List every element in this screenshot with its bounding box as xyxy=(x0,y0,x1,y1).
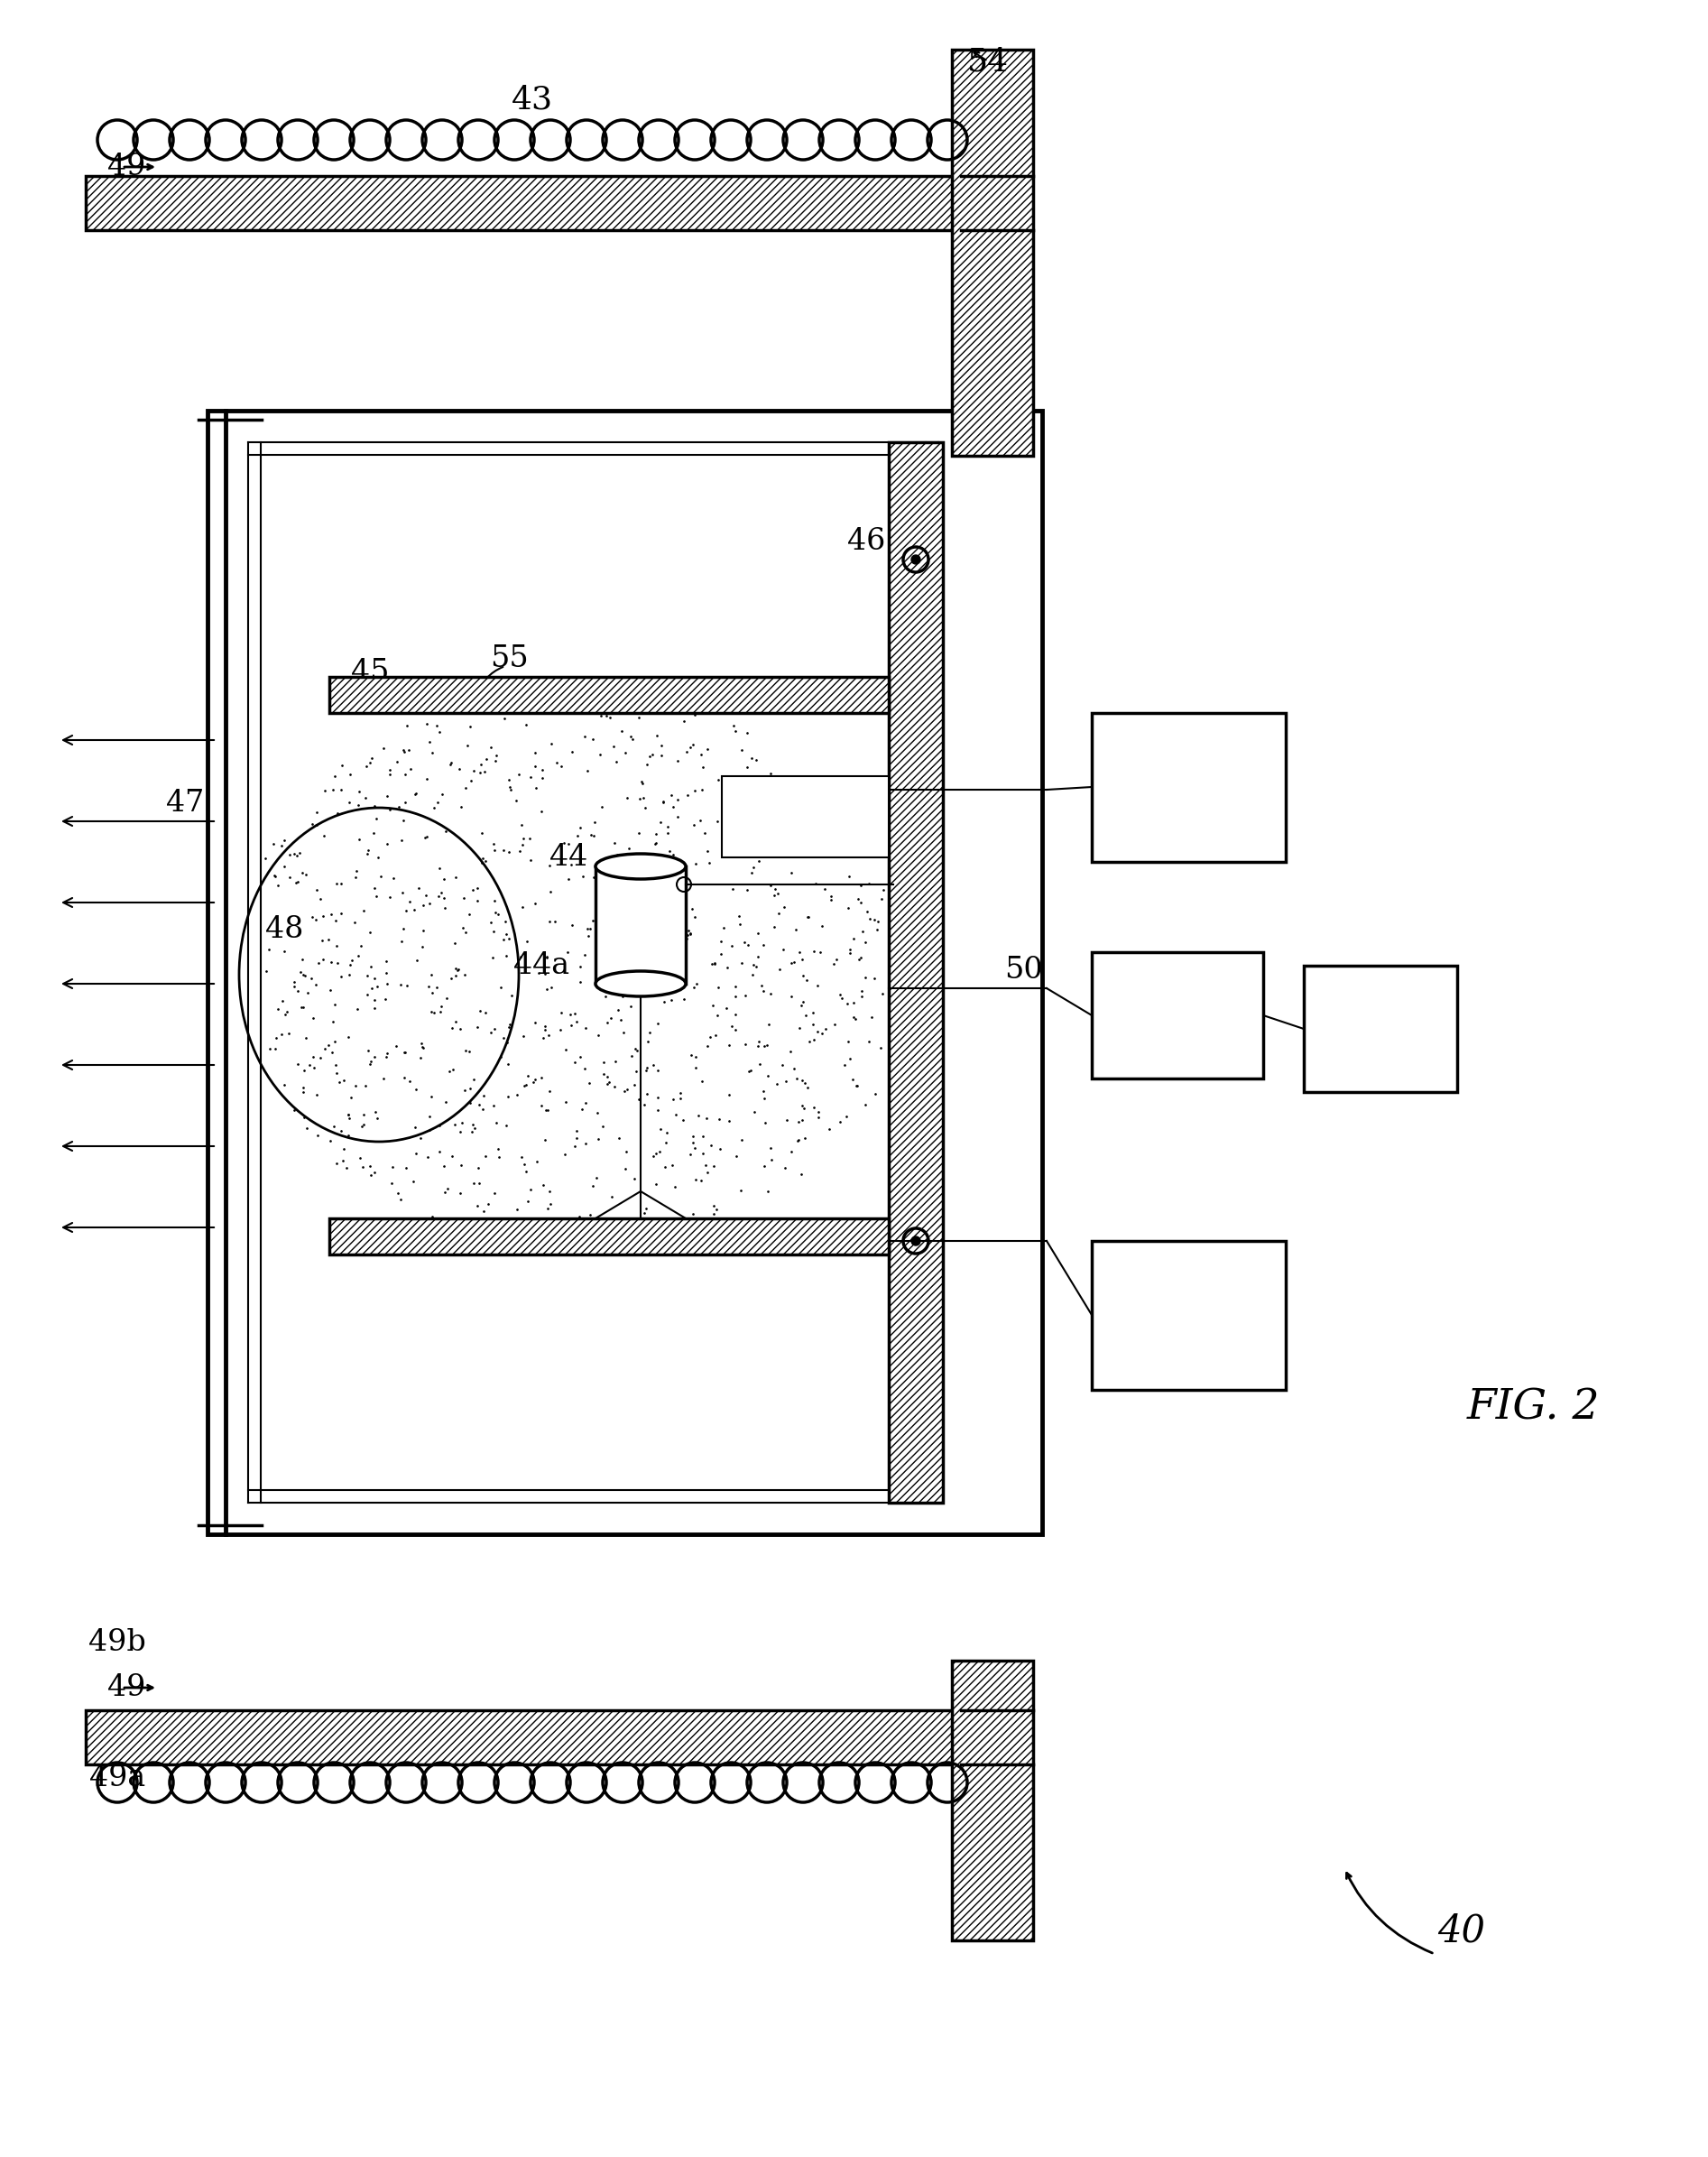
Bar xyxy=(1091,714,1286,863)
Text: 47: 47 xyxy=(166,789,203,818)
Text: 43: 43 xyxy=(511,84,553,114)
Bar xyxy=(208,410,1042,1534)
Bar xyxy=(596,867,685,984)
Bar xyxy=(85,177,962,231)
Text: 54: 54 xyxy=(967,45,1009,78)
Bar xyxy=(85,1711,962,1764)
Text: 48: 48 xyxy=(265,915,304,945)
Text: 44: 44 xyxy=(550,843,588,871)
Bar xyxy=(722,777,888,856)
Bar xyxy=(330,1219,888,1255)
Bar xyxy=(330,677,888,714)
Bar xyxy=(951,1661,1033,1941)
Text: 46: 46 xyxy=(847,526,885,557)
Text: 49a: 49a xyxy=(89,1764,145,1792)
Circle shape xyxy=(912,554,921,565)
Circle shape xyxy=(912,1236,921,1245)
Bar xyxy=(1303,966,1457,1091)
Ellipse shape xyxy=(596,854,685,880)
Text: 49: 49 xyxy=(108,153,145,181)
Bar xyxy=(1091,1240,1286,1389)
Text: 49b: 49b xyxy=(89,1629,147,1657)
Text: 52: 52 xyxy=(1168,1303,1209,1333)
Bar xyxy=(1091,951,1264,1078)
Text: 53: 53 xyxy=(752,686,791,714)
Bar xyxy=(888,442,943,1503)
Text: 40: 40 xyxy=(1438,1913,1486,1950)
Text: 50: 50 xyxy=(1004,956,1044,984)
Text: 42: 42 xyxy=(1360,1014,1401,1044)
Text: 51: 51 xyxy=(1168,770,1209,800)
Text: 44a: 44a xyxy=(514,951,569,979)
Text: 45: 45 xyxy=(350,658,389,686)
Text: 55: 55 xyxy=(490,645,529,673)
Text: 41: 41 xyxy=(1156,1001,1199,1031)
Text: 49: 49 xyxy=(108,1674,145,1702)
Bar xyxy=(951,50,1033,455)
Ellipse shape xyxy=(596,971,685,997)
Text: FIG. 2: FIG. 2 xyxy=(1467,1387,1600,1428)
